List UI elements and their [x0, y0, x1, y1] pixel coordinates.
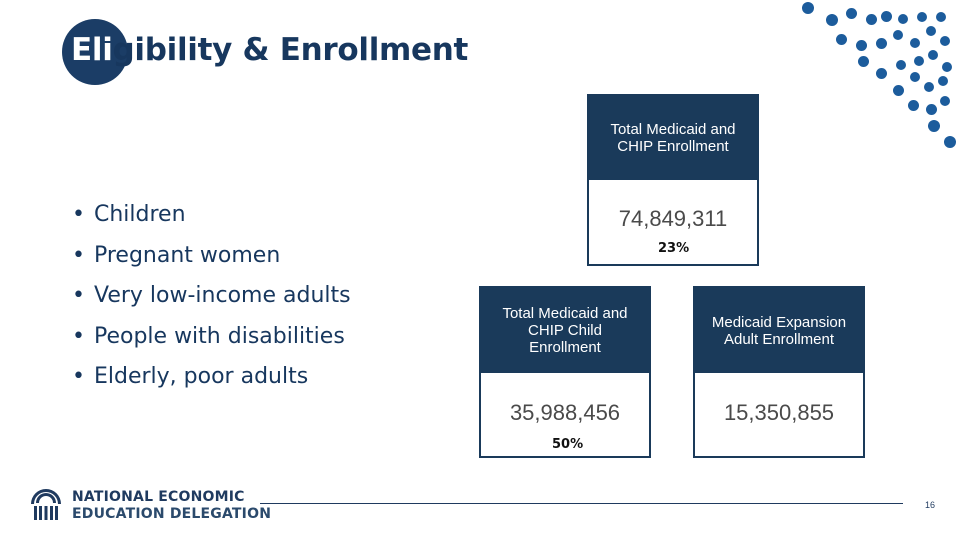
decor-dot [910, 38, 920, 48]
logo-line-2: EDUCATION DELEGATION [72, 506, 272, 522]
decor-dot [858, 56, 869, 67]
slide-title-rest: gibility & Enrollment [112, 32, 469, 68]
expansion-share-label: 23% [658, 241, 690, 256]
decor-dot [940, 36, 950, 46]
decor-dot [924, 82, 934, 92]
slide-title: Eligibility & Enrollment [71, 28, 468, 72]
child-enrollment-header: Total Medicaid and CHIP Child Enrollment [481, 288, 649, 373]
decor-dot [908, 100, 919, 111]
decor-dot [944, 136, 956, 148]
need-logo-icon [31, 489, 61, 520]
total-enrollment-value: 74,849,311 [618, 206, 728, 231]
total-enrollment-card: Total Medicaid and CHIP Enrollment 74,84… [587, 94, 759, 266]
decor-dot [846, 8, 857, 19]
decor-dot [938, 76, 948, 86]
expansion-enrollment-header: Medicaid Expansion Adult Enrollment [695, 288, 863, 373]
decor-dot [928, 120, 940, 132]
child-enrollment-card: Total Medicaid and CHIP Child Enrollment… [479, 286, 651, 458]
bullet-item: Very low-income adults [72, 277, 351, 318]
bullet-item: Children [72, 196, 351, 237]
expansion-enrollment-value: 15,350,855 [723, 400, 835, 425]
decor-dot [856, 40, 867, 51]
decor-dot [896, 60, 906, 70]
decor-dot [928, 50, 938, 60]
decor-dot [910, 72, 920, 82]
slide-title-inverted-part: Eli [71, 32, 113, 68]
decor-dot [802, 2, 814, 14]
decor-dot [836, 34, 847, 45]
decor-dot [936, 12, 946, 22]
need-logo-text: NATIONAL ECONOMIC EDUCATION DELEGATION [72, 489, 271, 523]
decor-dot [942, 62, 952, 72]
decor-dot [914, 56, 924, 66]
title-accent-circle [62, 19, 128, 85]
page-number: 16 [925, 500, 936, 510]
decor-dot [917, 12, 927, 22]
decor-dot [826, 14, 838, 26]
bullet-item: People with disabilities [72, 318, 351, 359]
decor-dot [898, 14, 908, 24]
bullet-item: Pregnant women [72, 237, 351, 278]
logo-line-1: NATIONAL ECONOMIC [72, 489, 245, 505]
decor-dot [940, 96, 950, 106]
footer-divider [260, 503, 903, 504]
decor-dot [876, 68, 887, 79]
child-share-label: 50% [552, 437, 584, 452]
decor-dot [893, 30, 903, 40]
child-enrollment-value: 35,988,456 [509, 400, 621, 425]
decor-dot [926, 104, 937, 115]
expansion-enrollment-card: Medicaid Expansion Adult Enrollment 15,3… [693, 286, 865, 458]
decor-dot [893, 85, 904, 96]
total-enrollment-header: Total Medicaid and CHIP Enrollment [589, 96, 757, 180]
decor-dot [926, 26, 936, 36]
eligibility-bullet-list: Children Pregnant women Very low-income … [72, 196, 351, 399]
bullet-item: Elderly, poor adults [72, 358, 351, 399]
decor-dot [866, 14, 877, 25]
decor-dot [881, 11, 892, 22]
decor-dot [876, 38, 887, 49]
